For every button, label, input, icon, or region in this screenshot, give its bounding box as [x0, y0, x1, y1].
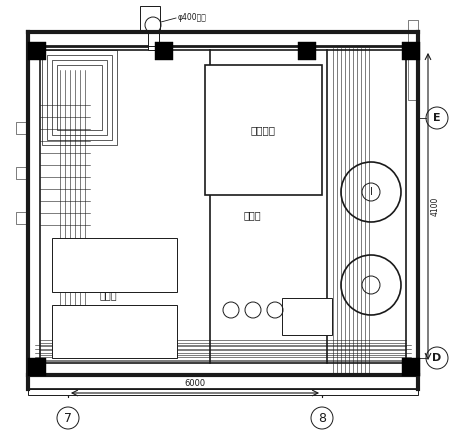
Text: D: D	[432, 353, 441, 363]
Bar	[205, 65, 321, 195]
Bar	[28, 375, 417, 389]
Text: E: E	[432, 113, 440, 123]
Text: 6000: 6000	[184, 379, 205, 388]
Bar	[28, 42, 46, 60]
Bar	[140, 6, 160, 32]
Bar	[16, 167, 28, 179]
Bar	[47, 55, 112, 140]
Bar	[28, 389, 417, 395]
Bar	[16, 122, 28, 134]
Text: 7: 7	[64, 412, 72, 424]
Text: φ400立管: φ400立管	[178, 14, 206, 22]
Text: 8: 8	[317, 412, 325, 424]
Bar	[42, 50, 117, 145]
Bar	[52, 238, 176, 292]
Bar	[16, 212, 28, 224]
Bar	[401, 42, 419, 60]
Bar	[407, 20, 417, 100]
Bar	[297, 42, 315, 60]
Bar	[52, 60, 107, 135]
Text: 锅炉房: 锅炉房	[99, 290, 117, 300]
Text: 燃气计量: 燃气计量	[250, 125, 275, 135]
Bar	[155, 42, 173, 60]
Bar	[28, 32, 417, 46]
Text: I: I	[369, 187, 372, 197]
Text: 开水间: 开水间	[243, 210, 260, 220]
Bar	[282, 298, 332, 335]
Bar	[148, 6, 159, 50]
Bar	[57, 65, 102, 130]
Bar	[52, 305, 176, 358]
Bar	[28, 358, 46, 376]
Text: 4100: 4100	[430, 197, 439, 216]
Bar	[401, 358, 419, 376]
